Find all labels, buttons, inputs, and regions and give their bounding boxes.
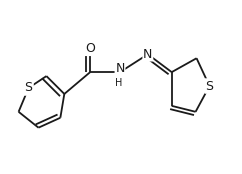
Text: S: S <box>24 81 32 94</box>
Text: S: S <box>205 80 213 93</box>
Text: N: N <box>115 62 125 75</box>
Text: H: H <box>115 78 122 88</box>
Text: N: N <box>143 48 152 61</box>
Text: O: O <box>85 42 95 55</box>
